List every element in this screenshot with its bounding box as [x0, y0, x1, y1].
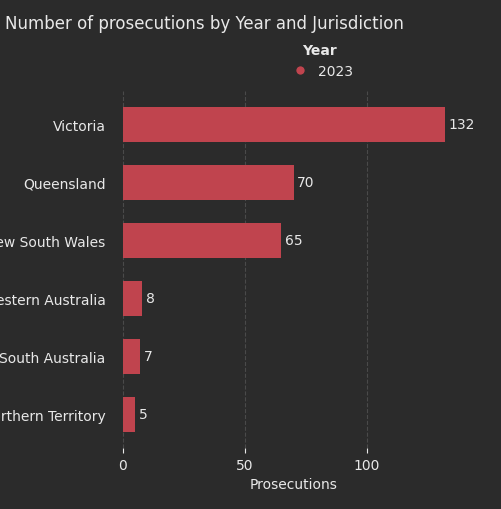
X-axis label: Prosecutions: Prosecutions [249, 477, 337, 491]
Text: 132: 132 [448, 118, 474, 132]
Text: Number of prosecutions by Year and Jurisdiction: Number of prosecutions by Year and Juris… [5, 15, 403, 33]
Bar [122, 223, 281, 258]
Text: 65: 65 [285, 234, 302, 248]
Text: 8: 8 [146, 292, 154, 306]
Legend: 2023: 2023 [280, 38, 358, 84]
Bar [122, 108, 444, 143]
Bar [122, 281, 142, 316]
Text: 5: 5 [138, 407, 147, 421]
Bar [122, 165, 293, 201]
Bar [122, 397, 135, 432]
Text: 7: 7 [143, 350, 152, 363]
Bar [122, 339, 139, 374]
Text: 70: 70 [297, 176, 314, 190]
